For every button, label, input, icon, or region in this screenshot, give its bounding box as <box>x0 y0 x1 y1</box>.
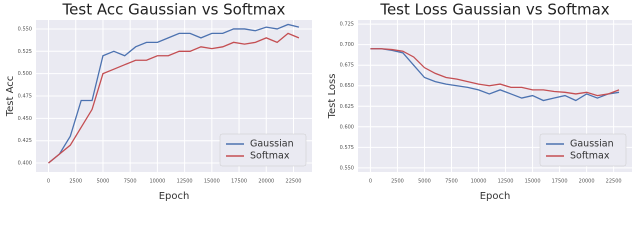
x-tick-label: 10000 <box>149 179 165 185</box>
legend-label: Softmax <box>570 151 610 162</box>
y-tick-label: 0.725 <box>340 22 354 28</box>
y-tick-label: 0.450 <box>18 116 32 122</box>
x-axis-label: Epoch <box>159 191 190 202</box>
y-tick-label: 0.675 <box>340 63 354 69</box>
y-tick-label: 0.475 <box>18 94 32 100</box>
x-tick-label: 10000 <box>471 179 487 185</box>
x-tick-label: 15000 <box>204 179 220 185</box>
x-tick-label: 0 <box>369 179 372 185</box>
x-tick-label: 2500 <box>69 179 82 185</box>
x-tick-label: 2500 <box>391 179 404 185</box>
y-tick-label: 0.650 <box>340 83 354 89</box>
series-line <box>370 48 620 97</box>
x-axis-label: Epoch <box>480 191 511 202</box>
x-tick-label: 7500 <box>124 179 137 185</box>
page: {"chart_data": [ {"type": "line", "title… <box>5 0 632 202</box>
x-tick-label: 15000 <box>525 179 541 185</box>
series-line <box>370 48 620 102</box>
series-line <box>48 32 300 164</box>
x-tick-label: 5000 <box>418 179 431 185</box>
y-tick-label: 0.425 <box>18 138 32 144</box>
x-tick-label: 20000 <box>258 179 274 185</box>
y-tick-label: 0.400 <box>18 161 32 167</box>
y-tick-label: 0.525 <box>18 49 32 55</box>
x-tick-label: 22500 <box>286 179 302 185</box>
x-tick-label: 7500 <box>445 179 458 185</box>
x-tick-label: 22500 <box>606 179 622 185</box>
x-tick-label: 5000 <box>97 179 110 185</box>
chart-title: Test Acc Gaussian vs Softmax <box>62 1 286 19</box>
x-tick-label: 0 <box>47 179 50 185</box>
legend <box>539 133 627 167</box>
x-tick-label: 12500 <box>498 179 514 185</box>
y-tick-label: 0.600 <box>340 124 354 130</box>
y-tick-label: 0.575 <box>340 145 354 151</box>
y-tick-label: 0.550 <box>340 165 354 171</box>
x-tick-label: 20000 <box>579 179 595 185</box>
x-tick-label: 17500 <box>552 179 568 185</box>
chart-title: Test Loss Gaussian vs Softmax <box>379 1 609 19</box>
legend-label: Gaussian <box>250 139 294 150</box>
y-tick-label: 0.700 <box>340 42 354 48</box>
x-tick-label: 12500 <box>177 179 193 185</box>
series-line <box>48 23 300 164</box>
legend-label: Gaussian <box>570 139 614 150</box>
legend-label: Softmax <box>250 151 290 162</box>
y-tick-label: 0.500 <box>18 71 32 77</box>
y-axis-label: Test Acc <box>5 76 16 118</box>
legend <box>219 133 307 167</box>
y-tick-label: 0.625 <box>340 104 354 110</box>
y-tick-label: 0.550 <box>18 26 32 32</box>
figure: Test Acc Gaussian vs Softmax Epoch Test Ac… <box>5 1 632 202</box>
y-axis-label: Test Loss <box>327 74 338 120</box>
x-tick-label: 17500 <box>231 179 247 185</box>
